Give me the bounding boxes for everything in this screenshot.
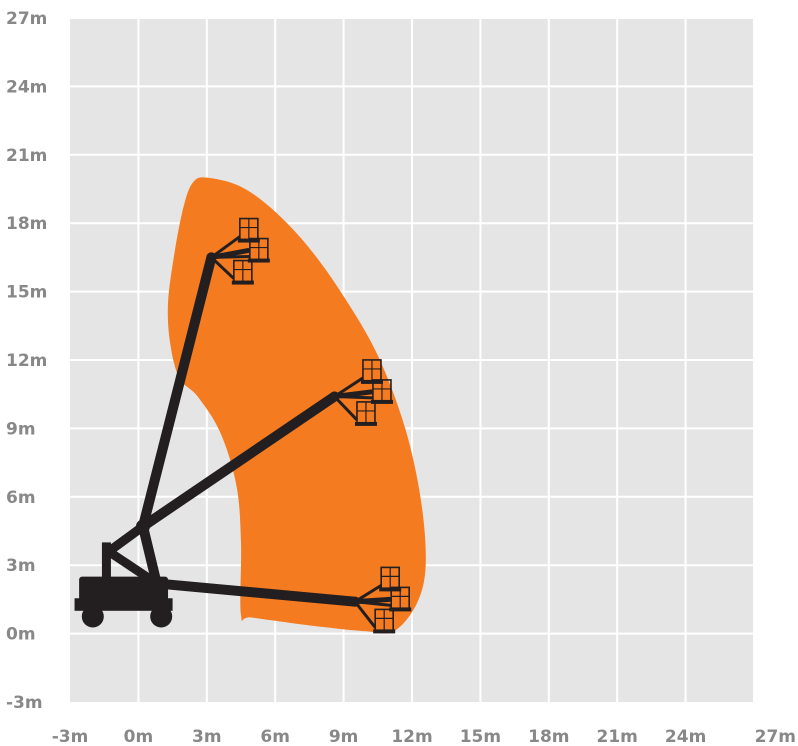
basket-floor [231, 280, 254, 285]
basket-floor [247, 258, 270, 263]
y-tick-label: 12m [6, 351, 47, 371]
x-tick-label: 3m [192, 727, 222, 746]
jib-link [354, 600, 392, 607]
y-tick-label: -3m [6, 693, 43, 713]
y-tick-label: 15m [6, 283, 47, 303]
x-tick-label: 0m [124, 727, 154, 746]
jib-link [210, 256, 235, 280]
jib-link [354, 584, 382, 603]
main-boom [137, 252, 217, 532]
y-tick-label: 3m [6, 556, 36, 576]
y-tick-label: 18m [6, 214, 47, 234]
jib-link [210, 235, 241, 259]
basket-floor [354, 421, 377, 426]
working-envelope-area [167, 177, 426, 634]
jib-link [334, 394, 374, 400]
turntable-post [101, 542, 111, 584]
jib-link [333, 376, 364, 398]
boom-position-3 [104, 547, 412, 634]
x-axis-labels: -3m 0m 3m 6m 9m 12m 15m 18m 21m 24m 27m [52, 727, 796, 746]
y-tick-label: 27m [6, 9, 47, 29]
wheel-front [150, 605, 173, 628]
y-tick-label: 6m [6, 488, 36, 508]
main-boom [151, 578, 360, 607]
x-tick-label: 27m [755, 727, 796, 746]
jib-link [333, 395, 359, 421]
basket-floor [360, 379, 383, 384]
y-axis-labels: 27m 24m 21m 18m 15m 12m 9m 6m 3m 0m -3m [6, 9, 47, 713]
grid-lines [70, 17, 755, 702]
main-boom [137, 391, 340, 532]
basket-floor [370, 399, 393, 404]
x-tick-label: 6m [260, 727, 290, 746]
wheel-rear [81, 605, 104, 628]
jib-link [211, 255, 250, 259]
x-tick-label: 15m [460, 727, 501, 746]
boom-lift-machine [74, 217, 412, 634]
x-tick-label: 12m [391, 727, 432, 746]
x-tick-label: 9m [329, 727, 359, 746]
x-tick-label: 21m [597, 727, 638, 746]
x-tick-label: 18m [528, 727, 569, 746]
lower-riser [137, 521, 164, 598]
y-tick-label: 0m [6, 625, 36, 645]
x-tick-label: 24m [665, 727, 706, 746]
y-tick-label: 9m [6, 419, 36, 439]
boom-position-2 [104, 359, 393, 557]
basket-floor [237, 238, 260, 243]
jib-link [353, 600, 377, 629]
y-tick-label: 21m [6, 146, 47, 166]
basket-floor [389, 607, 412, 612]
riser-arm [104, 521, 148, 557]
x-tick-label: -3m [52, 727, 89, 746]
basket-floor [373, 629, 396, 634]
y-tick-label: 24m [6, 77, 47, 97]
basket-floor [379, 587, 402, 592]
